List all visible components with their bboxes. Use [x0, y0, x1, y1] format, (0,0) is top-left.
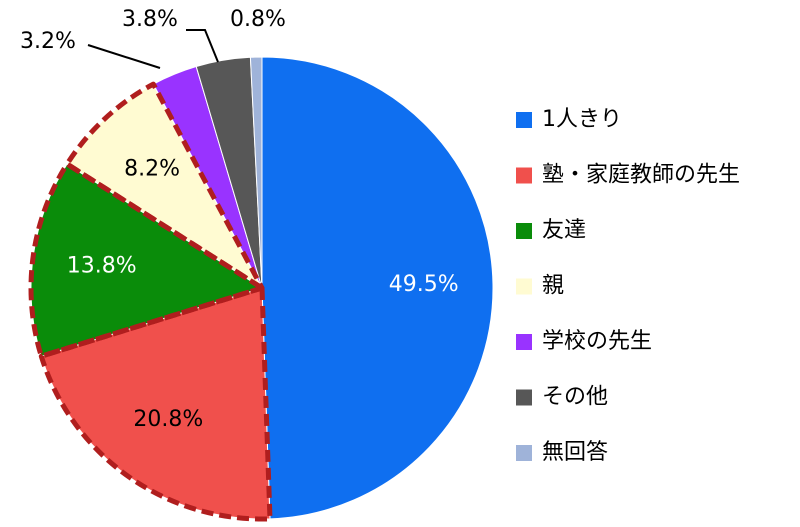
legend-label: 親: [542, 274, 564, 299]
data-label: 13.8%: [67, 253, 137, 278]
legend-swatch: [516, 445, 532, 461]
legend-label: その他: [542, 385, 608, 410]
slice-outline: [64, 81, 265, 291]
pie-slice: [249, 56, 263, 289]
pie-slice: [261, 56, 494, 520]
data-label: 8.2%: [124, 156, 180, 181]
legend-swatch: [516, 278, 532, 295]
legend-swatch: [516, 334, 532, 350]
data-label: 20.8%: [133, 407, 203, 432]
legend-swatch: [516, 223, 532, 239]
data-label: 3.8%: [122, 7, 178, 32]
data-label: 0.8%: [230, 7, 286, 32]
legend-swatch: [516, 167, 532, 184]
slice-outline: [38, 285, 273, 522]
legend-label: 1人きり: [542, 107, 622, 132]
legend-label: 塾・家庭教師の先生: [542, 163, 740, 188]
leader-line: [87, 44, 161, 69]
data-label: 3.2%: [20, 29, 76, 54]
leader-line: [186, 29, 219, 63]
slice-outline: [28, 161, 265, 359]
legend-label: 友達: [542, 218, 586, 243]
legend-label: 無回答: [542, 440, 608, 465]
legend-swatch: [516, 112, 532, 128]
legend-swatch: [516, 389, 532, 406]
legend-label: 学校の先生: [542, 329, 652, 354]
data-label: 49.5%: [389, 272, 459, 297]
